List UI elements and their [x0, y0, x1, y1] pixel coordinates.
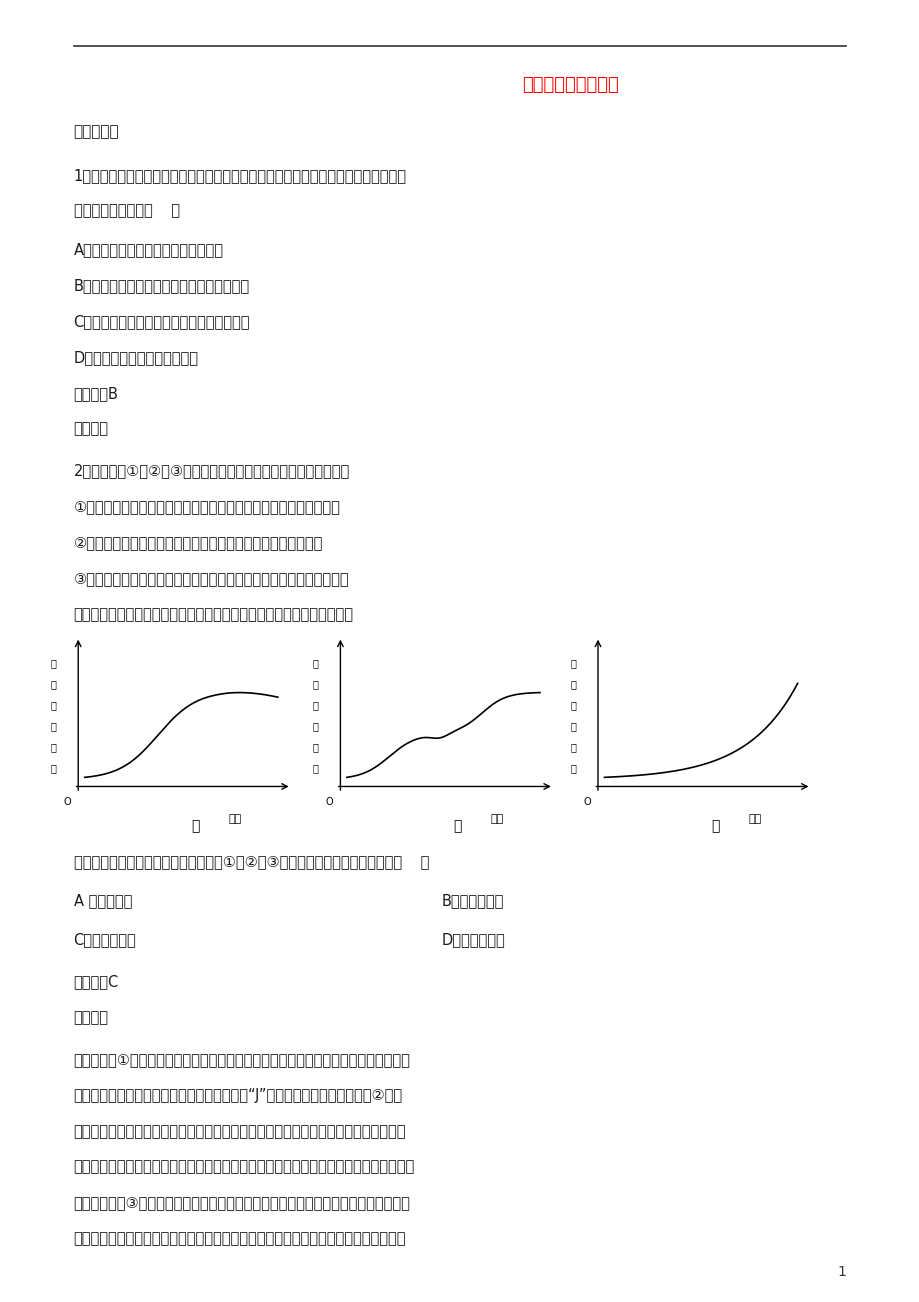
Text: 【解析】: 【解析】 — [74, 422, 108, 436]
Text: 时间: 时间 — [490, 814, 504, 824]
Text: 数: 数 — [51, 763, 56, 773]
Text: C．有利于延长稳定期、提高代谢产物的产量: C．有利于延长稳定期、提高代谢产物的产量 — [74, 314, 250, 329]
Text: 数: 数 — [51, 700, 56, 711]
Text: 体: 体 — [312, 680, 318, 690]
Text: 萄糖为碳源的培养基，不补充培养基，不去除代谢产物，会导致培养基中营养物质越来: 萄糖为碳源的培养基，不补充培养基，不去除代谢产物，会导致培养基中营养物质越来 — [74, 1124, 405, 1139]
Text: A 甲、乙、丙: A 甲、乙、丙 — [74, 893, 131, 907]
Text: 数: 数 — [312, 700, 318, 711]
Text: ③以葡萄糖和乳糖为碳源的培养基，不补充培养基，不去除代谢产物；: ③以葡萄糖和乳糖为碳源的培养基，不补充培养基，不去除代谢产物； — [74, 572, 349, 586]
Text: ②以葡萄糖为碳源的培养基，不补充培养基，不去除代谢产物；: ②以葡萄糖为碳源的培养基，不补充培养基，不去除代谢产物； — [74, 535, 323, 551]
Text: 菌: 菌 — [312, 659, 318, 669]
Text: B．乙、丙、甲: B．乙、丙、甲 — [441, 893, 504, 907]
Text: 对: 对 — [51, 742, 56, 753]
Text: ①以葡萄糖为碳源的培养基，不断补充培养基，及时去除代谢产物；: ①以葡萄糖为碳源的培养基，不断补充培养基，及时去除代谢产物； — [74, 500, 340, 514]
Text: 时间: 时间 — [747, 814, 761, 824]
Text: 1．连续培养法广泛应用于酒精、丙酮等产品的发酵生产过程中，下列对连续培养优点: 1．连续培养法广泛应用于酒精、丙酮等产品的发酵生产过程中，下列对连续培养优点 — [74, 168, 406, 184]
Text: 根据培养结果绘制的一段时间内菌体数的对数随时间变化的趋势图如下：: 根据培养结果绘制的一段时间内菌体数的对数随时间变化的趋势图如下： — [74, 607, 353, 622]
Text: 对: 对 — [570, 742, 575, 753]
Text: 丙: 丙 — [710, 819, 719, 833]
Text: O: O — [583, 797, 590, 807]
Text: 体: 体 — [570, 680, 575, 690]
Text: 微生物的培养与应用: 微生物的培养与应用 — [521, 76, 618, 94]
Text: D．丙、乙、甲: D．丙、乙、甲 — [441, 932, 505, 947]
Text: 时间: 时间 — [228, 814, 242, 824]
Text: 【答案】C: 【答案】C — [74, 974, 119, 990]
Text: 数: 数 — [312, 763, 318, 773]
Text: 对应图象甲；③在用葡萄糖和乳糖作碳源的培养基上培养大肠杆菌，开始时，大肠杆菌: 对应图象甲；③在用葡萄糖和乳糖作碳源的培养基上培养大肠杆菌，开始时，大肠杆菌 — [74, 1195, 410, 1211]
Text: 以认为是一种理想条件，菌体的种群数量将呈“J”型曲线增长，对应曲线丙；②以葡: 以认为是一种理想条件，菌体的种群数量将呈“J”型曲线增长，对应曲线丙；②以葡 — [74, 1087, 403, 1103]
Text: 越少，同时代谢废物的积累会导致菌体种群数量上升到一定程度后可能会有减少的趋势，: 越少，同时代谢废物的积累会导致菌体种群数量上升到一定程度后可能会有减少的趋势， — [74, 1160, 414, 1174]
Text: 体: 体 — [51, 680, 56, 690]
Text: A．能及时补充微生物所需的营养物质: A．能及时补充微生物所需的营养物质 — [74, 242, 223, 256]
Text: 对: 对 — [312, 742, 318, 753]
Text: 数: 数 — [570, 763, 575, 773]
Text: O: O — [325, 797, 333, 807]
Text: 一、单选题: 一、单选题 — [74, 124, 119, 139]
Text: 【答案】B: 【答案】B — [74, 385, 119, 401]
Text: 【解析】: 【解析】 — [74, 1010, 108, 1025]
Text: 1: 1 — [836, 1264, 845, 1279]
Text: 2．某同学在①、②、③三种条件下培养大肠杆菌，这三种条件是：: 2．某同学在①、②、③三种条件下培养大肠杆菌，这三种条件是： — [74, 464, 349, 479]
Text: B．能改变膜的通透性，利于代谢产物的释放: B．能改变膜的通透性，利于代谢产物的释放 — [74, 277, 249, 293]
Text: 只利用葡萄糖而不利用乳糖，只有当葡萄糖被消耗完毕后，大肠杆菌才开始利用乳糖，: 只利用葡萄糖而不利用乳糖，只有当葡萄糖被消耗完毕后，大肠杆菌才开始利用乳糖， — [74, 1232, 405, 1246]
Text: 数: 数 — [570, 700, 575, 711]
Text: 的叙述不正确的是（    ）: 的叙述不正确的是（ ） — [74, 203, 179, 217]
Text: O: O — [63, 797, 71, 807]
Text: 的: 的 — [570, 721, 575, 732]
Text: 菌: 菌 — [51, 659, 56, 669]
Text: 假设三种培养基中初始总糖量相等，则①、②、③三种条件依次对应的趋势图是（    ）: 假设三种培养基中初始总糖量相等，则①、②、③三种条件依次对应的趋势图是（ ） — [74, 854, 428, 870]
Text: 试题分析：①葡萄糖为碳源的培养基，不断补充培养基，及时去除代谢产物，该条件可: 试题分析：①葡萄糖为碳源的培养基，不断补充培养基，及时去除代谢产物，该条件可 — [74, 1052, 410, 1066]
Text: 甲: 甲 — [191, 819, 199, 833]
Text: C．丙、甲、乙: C．丙、甲、乙 — [74, 932, 136, 947]
Text: 的: 的 — [51, 721, 56, 732]
Text: 菌: 菌 — [570, 659, 575, 669]
Text: D．有利于排出有害的代谢产物: D．有利于排出有害的代谢产物 — [74, 350, 199, 365]
Text: 乙: 乙 — [453, 819, 461, 833]
Text: 的: 的 — [312, 721, 318, 732]
